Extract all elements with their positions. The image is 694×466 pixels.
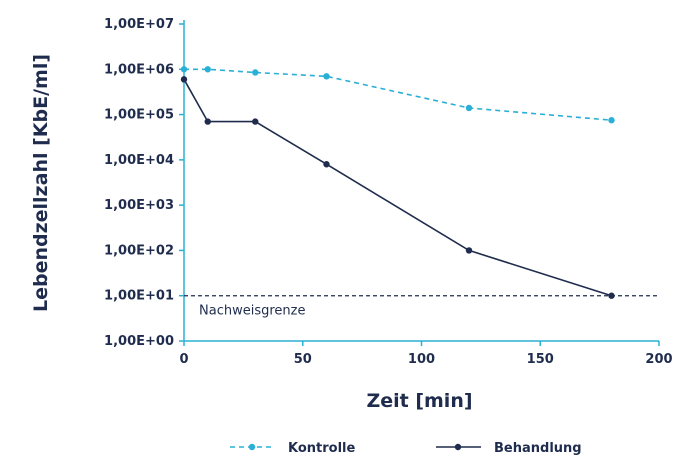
data-point: [252, 69, 259, 76]
legend-swatch-marker-1: [248, 443, 256, 451]
x-tick-label: 100: [408, 352, 435, 367]
legend-label-1: Kontrolle: [288, 441, 356, 456]
axes: 1,00E+00 1,00E+01 1,00E+02 1,00E+03 1,00E+04…: [104, 17, 673, 367]
data-point: [323, 161, 330, 168]
data-point: [204, 66, 211, 73]
y-tick-label: 1,00E+05: [104, 108, 174, 123]
data-point: [608, 117, 615, 124]
series-line-1: [184, 68, 612, 121]
y-tick-label: 1,00E+00: [104, 334, 174, 349]
legend: Kontrolle Behandlung: [230, 441, 582, 456]
data-point: [323, 73, 330, 80]
x-axis-title: Zeit [min]: [366, 390, 472, 412]
x-tick-label: 150: [527, 352, 554, 367]
y-tick-label: 1,00E+07: [104, 17, 174, 32]
y-tick-label: 1,00E+03: [104, 198, 174, 213]
data-point: [608, 292, 615, 299]
y-tick-label: 1,00E+04: [104, 153, 174, 168]
data-point: [465, 247, 473, 254]
series-line-2: [183, 78, 612, 297]
y-axis-title: Lebendzellzahl [KbE/ml]: [30, 54, 52, 312]
y-tick-label: 1,00E+06: [104, 62, 174, 77]
data-point: [180, 76, 188, 83]
data-point: [252, 118, 259, 125]
y-tick-label: 1,00E+01: [104, 289, 174, 304]
plot-area: Nachweisgrenze: [180, 66, 659, 319]
x-tick-label: 0: [179, 352, 188, 367]
legend-label-2: Behandlung: [494, 441, 582, 456]
detection-limit-label: Nachweisgrenze: [199, 304, 305, 319]
data-point: [204, 118, 211, 125]
x-tick-label: 200: [645, 352, 672, 367]
x-tick-label: 50: [294, 352, 312, 367]
data-point: [465, 104, 473, 112]
legend-swatch-marker-2: [454, 443, 462, 451]
y-tick-label: 1,00E+02: [104, 243, 174, 258]
data-point: [180, 66, 188, 73]
